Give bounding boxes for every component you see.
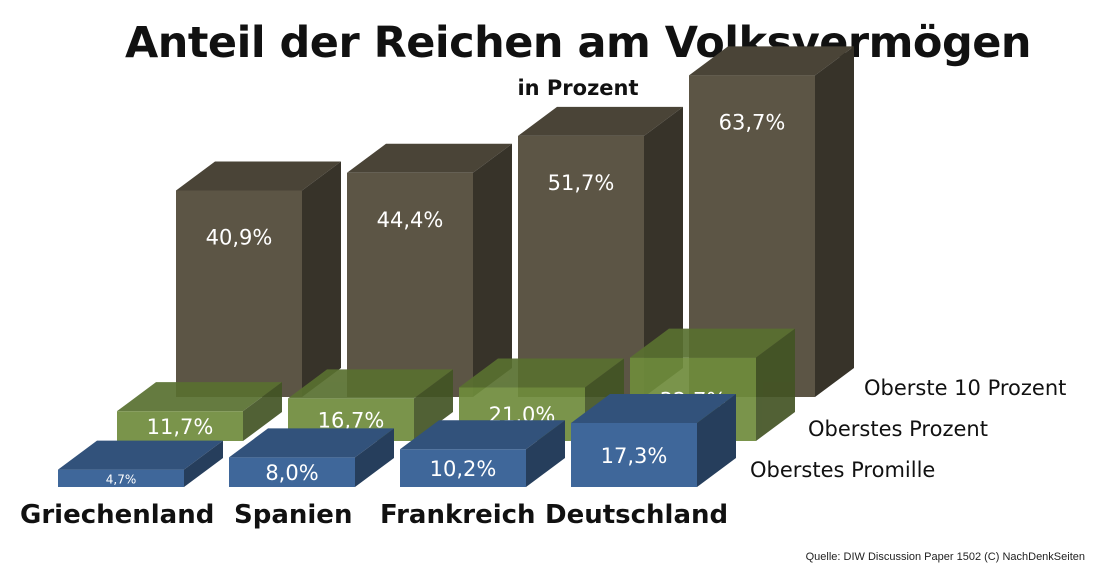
value-label-1-2: 44,4% [377, 208, 444, 232]
bar-3-2 [229, 428, 394, 487]
value-label-1-4: 63,7% [719, 110, 786, 134]
category-label-spanien: Spanien [234, 500, 353, 530]
value-label-3-4: 17,3% [601, 444, 668, 468]
series-label-top01: Oberstes Promille [750, 458, 936, 482]
series-label-top1: Oberstes Prozent [808, 417, 988, 441]
bar-1-2 [347, 143, 512, 397]
bar-1-1 [176, 161, 341, 397]
source-note: Quelle: DIW Discussion Paper 1502 (C) Na… [805, 551, 1085, 563]
bar-1-3 [518, 106, 683, 398]
chart-title: Anteil der Reichen am Volksvermögen [124, 18, 1032, 68]
bar-3-3 [400, 420, 565, 487]
bar-3-1 [58, 440, 223, 487]
series-1-bars: 40,9% 44,4% 51,7% 63,7% [176, 46, 854, 398]
bar-2-1 [117, 382, 282, 441]
value-label-3-2: 8,0% [265, 461, 318, 485]
bar-3-4 [571, 393, 736, 487]
value-label-1-1: 40,9% [206, 225, 273, 249]
chart-subtitle: in Prozent [517, 76, 639, 100]
category-label-griechenland: Griechenland [20, 500, 215, 530]
category-label-deutschland: Deutschland [545, 500, 729, 530]
category-label-frankreich: Frankreich [380, 500, 536, 530]
value-label-1-3: 51,7% [548, 171, 615, 195]
series-label-top10: Oberste 10 Prozent [864, 376, 1067, 400]
value-label-2-1: 11,7% [147, 415, 214, 439]
value-label-3-1: 4,7% [106, 472, 137, 486]
value-label-3-3: 10,2% [430, 457, 497, 481]
series-3-bars: 4,7% 8,0% 10,2% 17,3% [58, 393, 736, 487]
